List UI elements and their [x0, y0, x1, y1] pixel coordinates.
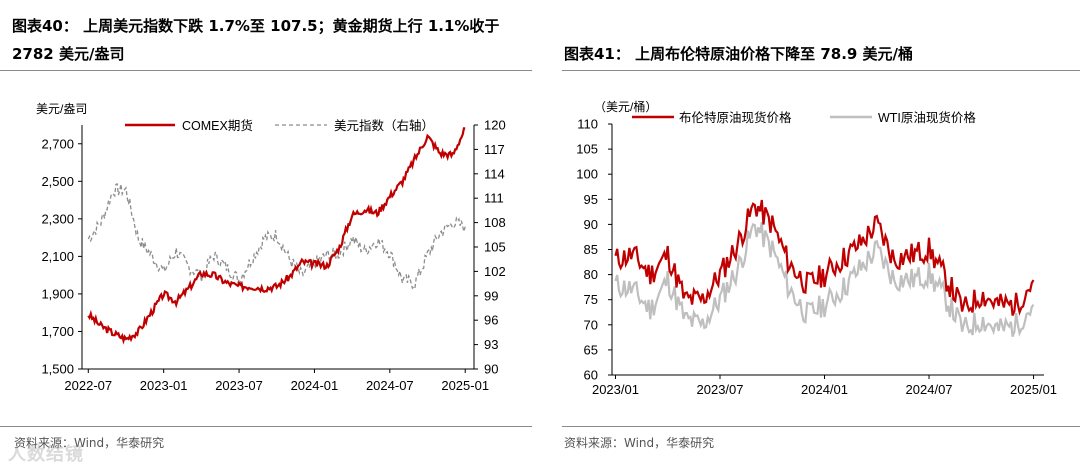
legend-label-gold: COMEX期货	[182, 118, 253, 133]
x-tick-label: 2023/07	[697, 382, 744, 397]
gold-source-note: 资料来源：Wind，华泰研究	[14, 436, 165, 450]
gold-dxy-chart: 美元/盎司 COMEX期货 美元指数（右轴） 1,500 1,700 1,900 2,…	[36, 102, 506, 393]
x-tick-label: 2023/01	[592, 382, 639, 397]
right-y-tick-label: 114	[484, 166, 505, 181]
right-y-tick-label: 105	[484, 240, 506, 255]
oil-price-panel: 图表41： 上周布伦特原油价格下降至 78.9 美元/桶 （美元/桶） 布伦特原…	[562, 0, 1080, 472]
right-y-tick-label: 117	[484, 142, 505, 157]
y-tick-label: 110	[577, 117, 598, 132]
x-tick-label: 2024/01	[801, 382, 848, 397]
y-tick-label: 75	[584, 292, 598, 307]
legend-label-dxy: 美元指数（右轴）	[334, 118, 434, 133]
legend-label-wti: WTI原油现货价格	[878, 110, 976, 125]
y-tick-label: 70	[584, 317, 598, 332]
gold-series-line	[87, 127, 466, 345]
title-divider	[0, 70, 532, 71]
y-tick-label: 105	[576, 142, 598, 157]
right-y-tick-label: 90	[484, 362, 498, 377]
x-tick-label: 2025/01	[1010, 382, 1057, 397]
x-tick-label: 2024-01	[291, 378, 339, 393]
left-y-axis-title: 美元/盎司	[36, 102, 87, 116]
left-y-tick-label: 1,700	[41, 324, 74, 339]
left-y-tick-label: 2,100	[41, 249, 74, 264]
left-y-tick-label: 2,500	[41, 174, 74, 189]
y-tick-label: 65	[584, 342, 598, 357]
source-divider-right	[562, 426, 1080, 427]
right-y-tick-label: 93	[484, 337, 498, 352]
y-tick-label: 90	[584, 217, 598, 232]
y-tick-label: 60	[584, 368, 598, 383]
source-divider	[0, 426, 532, 427]
x-tick-label: 2023-01	[140, 378, 188, 393]
oil-y-axis-title: （美元/桶）	[594, 99, 657, 114]
y-tick-label: 80	[584, 267, 598, 282]
oil-price-chart: （美元/桶） 布伦特原油现货价格 WTI原油现货价格 60 65 70 75 80 85 9…	[576, 99, 1057, 397]
gold-dxy-panel: 图表40： 上周美元指数下跌 1.7%至 107.5；黄金期货上行 1.1%收于…	[0, 0, 532, 472]
x-tick-label: 2023-07	[215, 378, 263, 393]
right-y-tick-label: 111	[484, 191, 504, 206]
dxy-series-line	[87, 183, 466, 290]
title-divider-right	[562, 70, 1080, 71]
x-tick-label: 2025-01	[441, 378, 489, 393]
gold-chart-title-line2: 2782 美元/盎司	[12, 45, 125, 63]
oil-source-note: 资料来源：Wind，华泰研究	[564, 436, 715, 450]
watermark-text: 人数结镜	[8, 444, 84, 465]
x-tick-label: 2024/07	[906, 382, 953, 397]
x-tick-label: 2024-07	[366, 378, 414, 393]
y-tick-label: 100	[576, 167, 598, 182]
right-y-tick-label: 120	[484, 118, 506, 133]
y-tick-label: 95	[584, 192, 598, 207]
left-y-tick-label: 1,900	[41, 286, 74, 301]
right-y-tick-label: 102	[484, 264, 506, 279]
oil-chart-title: 图表41： 上周布伦特原油价格下降至 78.9 美元/桶	[564, 45, 914, 63]
right-y-tick-label: 99	[484, 288, 498, 303]
wti-series-line	[614, 221, 1035, 337]
left-y-tick-label: 2,300	[41, 211, 74, 226]
left-y-tick-label: 2,700	[41, 136, 74, 151]
gold-chart-title-line1: 图表40： 上周美元指数下跌 1.7%至 107.5；黄金期货上行 1.1%收于	[12, 17, 500, 35]
left-y-tick-label: 1,500	[41, 362, 74, 377]
y-tick-label: 85	[584, 242, 598, 257]
right-y-tick-label: 96	[484, 313, 498, 328]
x-tick-label: 2022-07	[64, 378, 112, 393]
legend-label-brent: 布伦特原油现货价格	[679, 110, 792, 125]
brent-series-line	[614, 199, 1035, 316]
right-y-tick-label: 108	[484, 215, 506, 230]
